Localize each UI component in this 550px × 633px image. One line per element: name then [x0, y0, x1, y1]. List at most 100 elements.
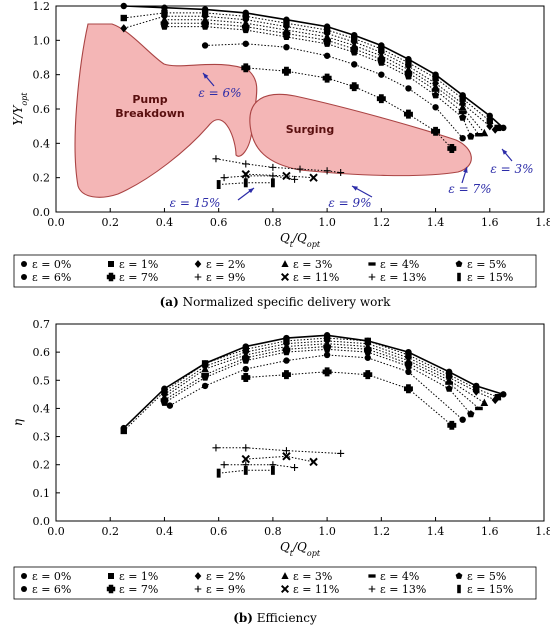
- data-point: [241, 63, 251, 73]
- y-tick-label: 0.4: [33, 402, 51, 415]
- data-point: [220, 174, 228, 182]
- data-point: [431, 126, 441, 136]
- x-tick-label: 0.8: [264, 216, 282, 229]
- data-point: [212, 155, 220, 163]
- data-point: [242, 356, 250, 364]
- data-point: [242, 365, 249, 373]
- series-line: [245, 173, 314, 179]
- data-point: [447, 144, 457, 153]
- legend-label: ε = 5%: [467, 570, 506, 583]
- data-point: [120, 14, 127, 22]
- data-point: [486, 122, 494, 131]
- data-point: [431, 88, 440, 92]
- data-point: [291, 175, 299, 183]
- x-tick-label: 1.0: [318, 525, 336, 538]
- legend-label: ε = 11%: [293, 583, 339, 596]
- y-tick-label: 0.6: [33, 103, 51, 116]
- data-point: [486, 112, 493, 120]
- data-point: [491, 395, 499, 405]
- data-point: [475, 406, 483, 411]
- legend-marker: [368, 585, 376, 593]
- legend-label: ε = 4%: [380, 570, 419, 583]
- data-point: [296, 165, 304, 173]
- data-point: [282, 447, 290, 455]
- annotation-arrowhead: [203, 73, 209, 79]
- data-point: [166, 402, 174, 409]
- x-axis-label: Qt/Qopt: [280, 231, 321, 249]
- data-point: [472, 387, 480, 396]
- data-point: [201, 15, 209, 23]
- legend-label: ε = 7%: [119, 271, 158, 284]
- plot-area: [55, 323, 545, 522]
- data-point: [364, 348, 372, 356]
- data-point: [282, 25, 291, 34]
- series-line: [224, 464, 295, 468]
- data-point: [323, 52, 331, 59]
- series-line: [164, 348, 472, 415]
- data-point: [445, 381, 453, 385]
- y-tick-label: 1.2: [33, 0, 51, 13]
- legend-label: ε = 0%: [32, 570, 71, 583]
- legend-marker: [457, 584, 461, 594]
- data-point: [282, 33, 291, 40]
- data-point: [378, 71, 385, 78]
- legend-marker: [21, 274, 27, 280]
- data-point: [447, 420, 457, 430]
- data-point: [160, 22, 169, 30]
- legend-marker: [194, 572, 202, 580]
- data-point: [241, 454, 251, 464]
- legend-label: ε = 2%: [206, 258, 245, 271]
- y-axis-label: η: [11, 418, 25, 426]
- region-label: Pump: [132, 93, 167, 106]
- legend-label: ε = 6%: [32, 583, 71, 596]
- y-tick-label: 0.6: [33, 346, 51, 359]
- data-point: [281, 370, 291, 380]
- legend-label: ε = 15%: [467, 271, 513, 284]
- data-point: [363, 370, 373, 380]
- data-point: [376, 94, 386, 104]
- legend-marker: [108, 573, 114, 579]
- data-point: [281, 66, 291, 76]
- data-point: [323, 345, 331, 353]
- data-point: [323, 167, 331, 175]
- data-point: [364, 354, 371, 361]
- data-point: [160, 15, 169, 23]
- series-line: [245, 67, 453, 149]
- data-point: [323, 32, 331, 41]
- x-tick-label: 1.4: [427, 525, 445, 538]
- data-point: [337, 168, 345, 177]
- legend-marker: [21, 261, 27, 267]
- annotation-label: ε = 15%: [170, 196, 221, 210]
- data-point: [242, 26, 250, 34]
- legend: [13, 254, 537, 288]
- legend-marker: [455, 572, 463, 579]
- region-label: Breakdown: [115, 107, 184, 120]
- data-point: [309, 173, 318, 182]
- x-tick-label: 1.8: [535, 525, 550, 538]
- data-point: [431, 82, 440, 90]
- data-point: [480, 398, 489, 406]
- y-tick-label: 0.0: [33, 515, 51, 528]
- data-point: [403, 384, 413, 394]
- x-tick-label: 0.0: [47, 525, 65, 538]
- legend-marker: [194, 273, 202, 281]
- legend-label: ε = 3%: [293, 258, 332, 271]
- legend-label: ε = 1%: [119, 258, 158, 271]
- legend-marker: [194, 260, 202, 268]
- x-tick-label: 0.2: [101, 216, 119, 229]
- annotation-arrowhead: [502, 149, 508, 155]
- data-point: [458, 110, 467, 115]
- data-point: [323, 39, 331, 47]
- y-tick-label: 0.2: [33, 459, 51, 472]
- caption: (a) Normalized specific delivery work: [160, 295, 391, 309]
- legend-marker: [281, 260, 289, 267]
- y-tick-label: 1.0: [33, 34, 51, 47]
- x-tick-label: 0.4: [156, 216, 174, 229]
- data-point: [458, 103, 467, 111]
- data-point: [494, 393, 502, 401]
- data-point: [201, 22, 209, 30]
- annotation-label: ε = 6%: [198, 86, 241, 100]
- x-tick-label: 1.6: [481, 525, 499, 538]
- data-point: [243, 178, 248, 188]
- data-point: [459, 134, 466, 142]
